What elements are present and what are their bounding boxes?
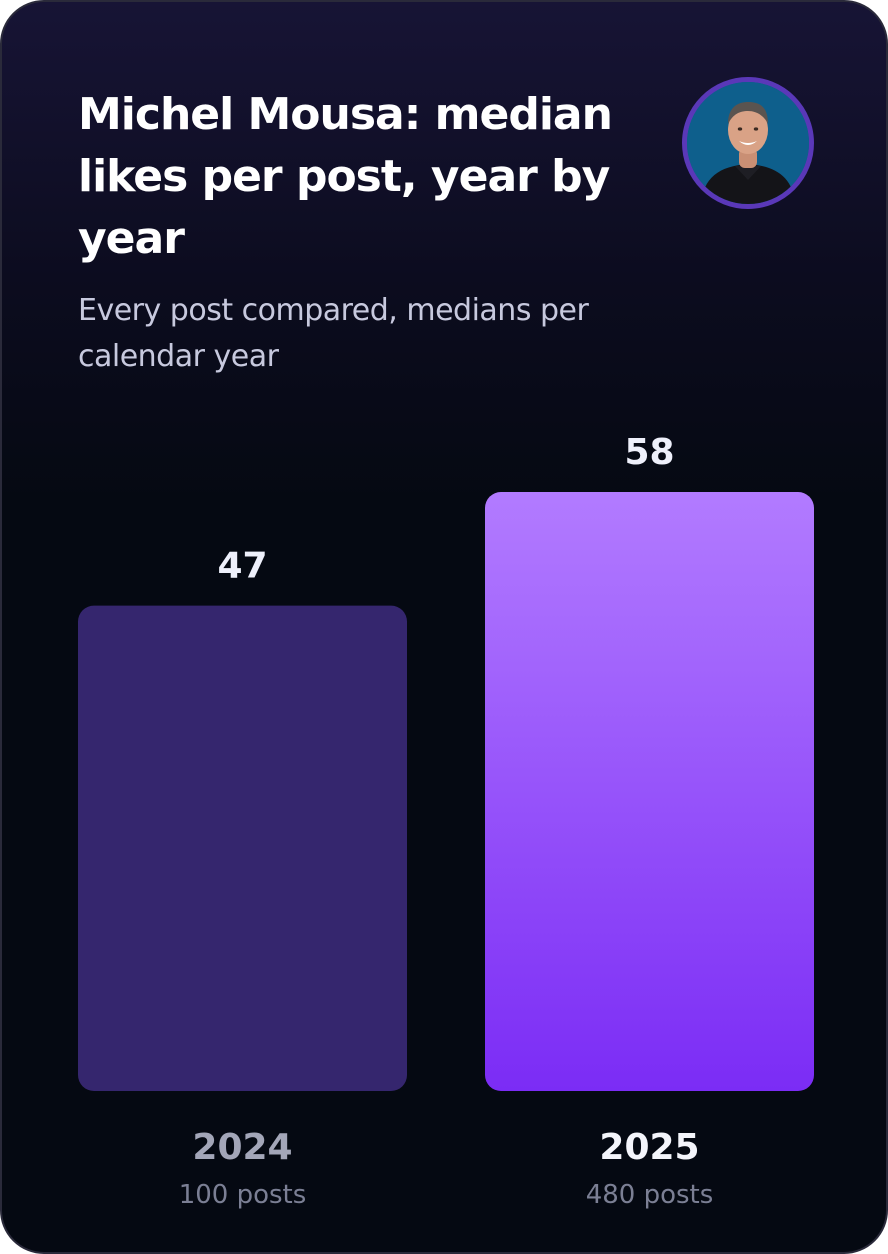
chart-title: Michel Mousa: median likes per post, yea…: [78, 89, 613, 264]
bar-2025: [485, 492, 814, 1091]
post-count-label: 100 posts: [179, 1180, 307, 1210]
person-portrait-icon: [682, 77, 814, 209]
category-label: 2025: [599, 1127, 699, 1168]
post-count-label: 480 posts: [586, 1180, 714, 1210]
avatar-portrait: [687, 82, 809, 204]
bar-value-label: 47: [217, 546, 267, 587]
category-label: 2024: [192, 1127, 292, 1168]
bar-2024: [78, 605, 407, 1091]
bar-value-label: 58: [624, 432, 674, 473]
chart-subtitle: Every post compared, medians per calenda…: [78, 293, 589, 374]
